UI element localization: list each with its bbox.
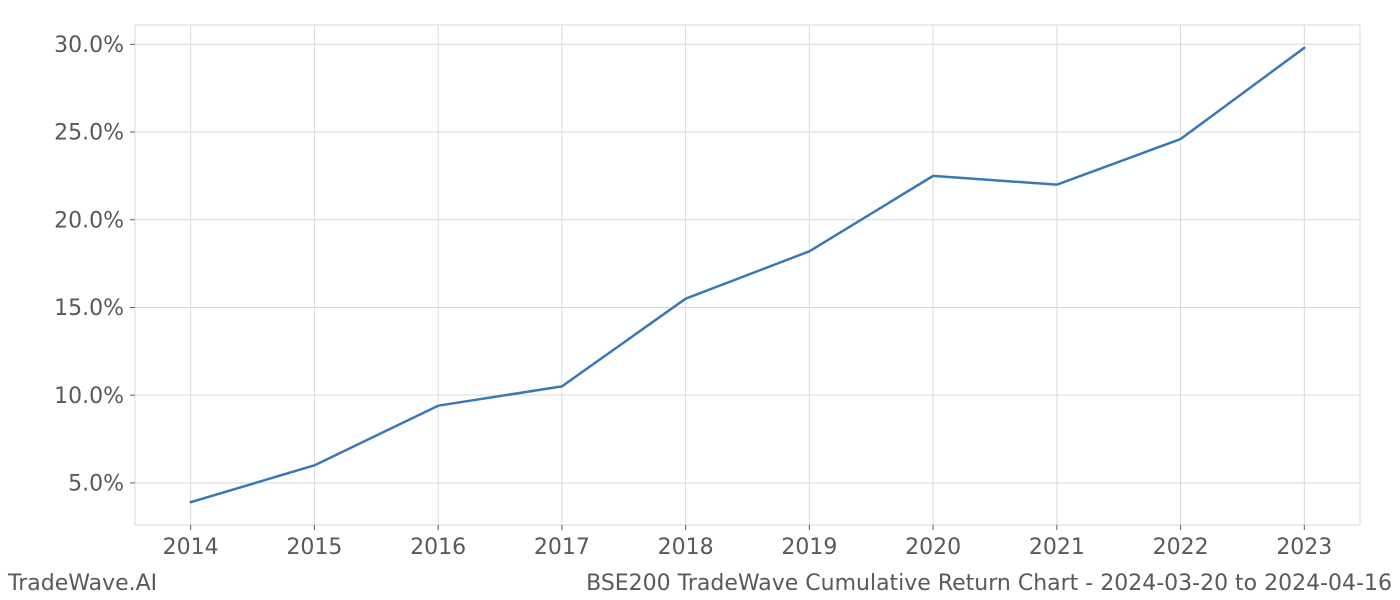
x-tick-label: 2019: [781, 535, 837, 560]
x-tick-label: 2021: [1029, 535, 1085, 560]
x-tick-label: 2023: [1276, 535, 1332, 560]
x-tick-label: 2014: [163, 535, 219, 560]
x-tick-label: 2016: [410, 535, 466, 560]
y-tick-label: 25.0%: [54, 121, 124, 146]
y-tick-label: 5.0%: [68, 472, 124, 497]
footer-right-text: BSE200 TradeWave Cumulative Return Chart…: [586, 571, 1392, 596]
x-tick-label: 2020: [905, 535, 961, 560]
x-tick-label: 2022: [1153, 535, 1209, 560]
chart-background: [0, 0, 1400, 600]
y-tick-label: 10.0%: [54, 384, 124, 409]
x-tick-label: 2018: [658, 535, 714, 560]
x-tick-label: 2015: [286, 535, 342, 560]
y-tick-label: 20.0%: [54, 208, 124, 233]
y-tick-label: 15.0%: [54, 296, 124, 321]
y-tick-label: 30.0%: [54, 33, 124, 58]
chart-root: 2014 2015 2016 2017 2018 2019 2020 2021 2022 2023…: [0, 0, 1400, 600]
line-chart: 2014 2015 2016 2017 2018 2019 2020 2021 2022 2023…: [0, 0, 1400, 600]
x-tick-label: 2017: [534, 535, 590, 560]
footer-left-text: TradeWave.AI: [8, 571, 157, 596]
